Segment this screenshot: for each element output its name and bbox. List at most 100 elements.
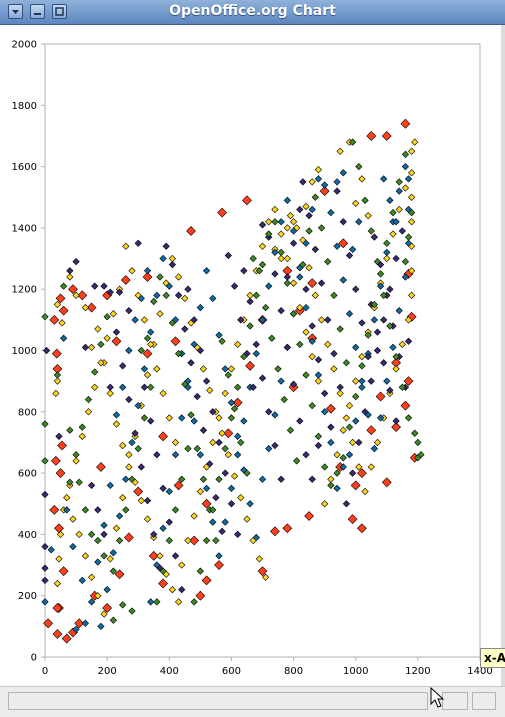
data-point[interactable] [69,543,77,551]
data-point[interactable] [72,291,80,299]
data-point[interactable] [100,521,108,529]
data-point[interactable] [147,417,155,425]
data-point[interactable] [246,500,254,508]
data-point[interactable] [123,532,134,543]
data-point[interactable] [125,451,133,459]
data-point[interactable] [178,561,186,569]
data-point[interactable] [338,238,349,249]
data-point[interactable] [311,193,319,201]
data-point[interactable] [103,313,111,321]
data-point[interactable] [277,218,285,226]
data-point[interactable] [380,359,388,367]
data-point[interactable] [386,322,394,330]
data-point[interactable] [109,616,117,624]
data-point[interactable] [171,438,180,447]
data-point[interactable] [265,218,273,226]
data-point[interactable] [296,340,304,348]
data-point[interactable] [53,579,62,588]
data-point[interactable] [414,454,422,462]
data-point[interactable] [209,408,217,416]
data-point[interactable] [61,633,72,644]
data-point[interactable] [134,239,142,247]
data-point[interactable] [153,451,161,459]
data-point[interactable] [174,349,183,358]
data-point[interactable] [187,411,195,419]
data-point[interactable] [348,245,357,253]
data-point[interactable] [404,233,413,241]
data-point[interactable] [52,603,63,613]
data-point[interactable] [66,478,74,486]
data-point[interactable] [352,377,360,385]
data-point[interactable] [63,493,71,502]
data-point[interactable] [227,484,236,493]
data-point[interactable] [380,175,388,183]
data-point[interactable] [42,346,51,355]
data-point[interactable] [209,518,217,526]
data-point[interactable] [314,166,323,174]
data-point[interactable] [381,477,392,488]
data-point[interactable] [103,334,111,342]
data-point[interactable] [159,389,167,398]
data-point[interactable] [345,310,354,318]
data-point[interactable] [302,303,310,312]
data-point[interactable] [234,340,242,348]
data-point[interactable] [392,417,400,425]
data-point[interactable] [308,205,316,214]
data-point[interactable] [305,227,313,235]
data-point[interactable] [386,386,394,394]
data-point[interactable] [196,303,204,312]
data-point[interactable] [137,294,145,303]
data-point[interactable] [131,429,139,437]
data-point[interactable] [190,316,198,324]
data-point[interactable] [258,221,267,229]
data-point[interactable] [392,254,400,263]
data-point[interactable] [165,282,173,290]
data-point[interactable] [370,300,378,309]
data-point[interactable] [224,371,232,379]
data-point[interactable] [339,454,347,462]
data-point[interactable] [401,184,410,192]
data-point[interactable] [41,490,49,499]
data-point[interactable] [41,313,49,321]
data-point[interactable] [383,254,391,263]
data-point[interactable] [84,395,93,404]
data-point[interactable] [156,552,164,560]
data-point[interactable] [173,480,184,491]
data-point[interactable] [91,383,99,391]
data-point[interactable] [174,598,183,606]
data-point[interactable] [314,371,323,379]
data-point[interactable] [355,438,363,447]
data-point[interactable] [190,598,198,606]
data-point[interactable] [240,267,248,275]
data-point[interactable] [408,218,416,226]
data-point[interactable] [261,303,270,312]
data-point[interactable] [221,518,229,526]
data-point[interactable] [230,282,239,290]
data-point[interactable] [237,316,245,324]
data-point[interactable] [321,181,329,189]
data-point[interactable] [47,546,55,554]
data-point[interactable] [106,383,114,391]
data-point[interactable] [258,242,267,250]
data-point[interactable] [296,273,304,281]
data-point[interactable] [289,310,298,318]
data-point[interactable] [128,267,136,275]
data-point[interactable] [189,535,200,546]
data-point[interactable] [289,239,298,247]
data-point[interactable] [134,444,142,453]
data-point[interactable] [348,438,357,447]
data-point[interactable] [195,590,206,601]
data-point[interactable] [324,340,332,348]
data-point[interactable] [112,524,121,532]
data-point[interactable] [202,267,211,275]
data-point[interactable] [240,417,248,425]
data-point[interactable] [106,555,114,563]
data-point[interactable] [158,578,168,589]
data-point[interactable] [265,444,273,453]
data-point[interactable] [271,218,279,226]
data-point[interactable] [150,530,158,539]
data-point[interactable] [87,481,96,489]
data-point[interactable] [114,569,125,580]
data-point[interactable] [364,212,372,220]
data-point[interactable] [184,444,192,453]
